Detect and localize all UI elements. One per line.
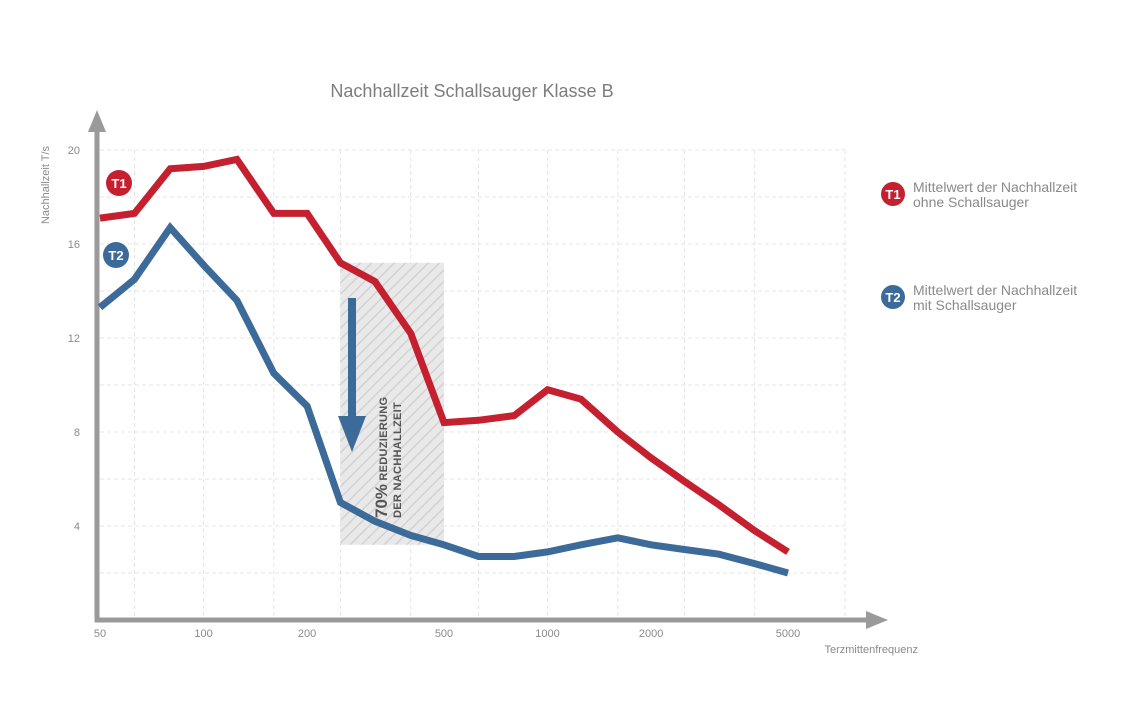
legend-badge-t1	[881, 182, 905, 206]
x-axis-label: Terzmittenfrequenz	[824, 644, 918, 656]
legend-badge-t2	[881, 285, 905, 309]
series-line-t2	[97, 221, 789, 577]
series-line-t1	[99, 155, 790, 555]
y-axis-label: Nachhallzeit T/s	[40, 145, 52, 224]
chart-title: Nachhallzeit Schallsauger Klasse B	[330, 81, 613, 101]
series-badges: T1 T2	[103, 170, 132, 268]
legend-text-t2-line2: mit Schallsauger	[913, 297, 1017, 313]
y-tick-label: 20	[68, 145, 80, 157]
legend-text-t1-line2: ohne Schallsauger	[913, 194, 1029, 210]
y-tick-label: 12	[68, 333, 80, 345]
y-axis-arrow	[88, 110, 106, 132]
badge-t1	[106, 170, 132, 196]
x-tick-label: 500	[435, 628, 453, 640]
x-tick-label: 50	[94, 628, 106, 640]
legend-badge-label-t1: T1	[885, 187, 900, 202]
badge-label-t1: T1	[111, 176, 126, 191]
legend-text-t2-line1: Mittelwert der Nachhallzeit	[913, 282, 1077, 298]
x-axis-arrow	[866, 611, 888, 629]
axes	[88, 110, 888, 629]
arrow-shaft	[348, 298, 356, 418]
series-lines	[97, 155, 790, 577]
reduction-arrow: 70% REDUZIERUNG DER NACHHALLZEIT	[338, 298, 404, 518]
y-tick-label: 4	[74, 521, 80, 533]
x-tick-label: 2000	[639, 628, 663, 640]
reduction-label-line2: DER NACHHALLZEIT	[392, 402, 404, 518]
tick-labels: 20 16 12 8 4 50 100 200 500 1000 2000 5000	[68, 145, 800, 640]
x-tick-label: 100	[194, 628, 212, 640]
badge-label-t2: T2	[108, 248, 123, 263]
legend-text-t1-line1: Mittelwert der Nachhallzeit	[913, 179, 1077, 195]
x-tick-label: 1000	[535, 628, 559, 640]
y-tick-label: 16	[68, 239, 80, 251]
y-tick-label: 8	[74, 427, 80, 439]
grid	[100, 149, 846, 620]
x-tick-label: 5000	[776, 628, 800, 640]
x-tick-label: 200	[298, 628, 316, 640]
arrow-head	[338, 416, 366, 452]
badge-t2	[103, 242, 129, 268]
reduction-label-line1: 70% REDUZIERUNG	[372, 397, 391, 518]
legend-badge-label-t2: T2	[885, 290, 900, 305]
